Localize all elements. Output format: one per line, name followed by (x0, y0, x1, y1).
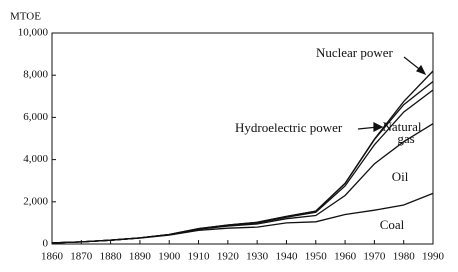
arrowhead (373, 122, 384, 132)
series-label: Hydroelectric power (235, 120, 343, 135)
series-line (51, 123, 434, 244)
x-tick-label: 1970 (363, 251, 386, 263)
series-line (51, 192, 434, 244)
series-label: Nuclear power (316, 45, 394, 60)
x-tick-label: 1960 (334, 251, 357, 263)
annotation-arrows (357, 56, 427, 132)
y-tick-label: 6,000 (23, 111, 48, 123)
x-tick-label: 1910 (188, 251, 211, 263)
x-tick-label: 1900 (158, 251, 181, 263)
x-tick-label: 1890 (129, 251, 152, 263)
x-tick-label: 1990 (422, 251, 445, 263)
series-line (51, 70, 434, 244)
x-tick-label: 1880 (100, 251, 123, 263)
x-tick-label: 1980 (393, 251, 416, 263)
series-label: Natural gas (383, 119, 422, 146)
series-line (51, 89, 434, 244)
y-tick-label: 8,000 (23, 69, 48, 81)
y-tick-label: 10,000 (18, 27, 49, 39)
x-tick-label: 1870 (70, 251, 93, 263)
plot-frame (51, 32, 434, 245)
x-tick-label: 1940 (275, 251, 298, 263)
y-tick-label: 4,000 (23, 153, 48, 165)
y-tick-label: 0 (43, 238, 49, 250)
arrowhead (416, 64, 427, 76)
x-tick-label: 1860 (41, 251, 64, 263)
y-axis-label: MTOE (10, 11, 41, 23)
x-tick-label: 1920 (217, 251, 240, 263)
x-tick-label: 1950 (305, 251, 328, 263)
series-label: Oil (392, 169, 409, 184)
y-tick-label: 2,000 (23, 195, 48, 207)
x-tick-label: 1930 (246, 251, 269, 263)
series-label: Coal (380, 217, 405, 232)
